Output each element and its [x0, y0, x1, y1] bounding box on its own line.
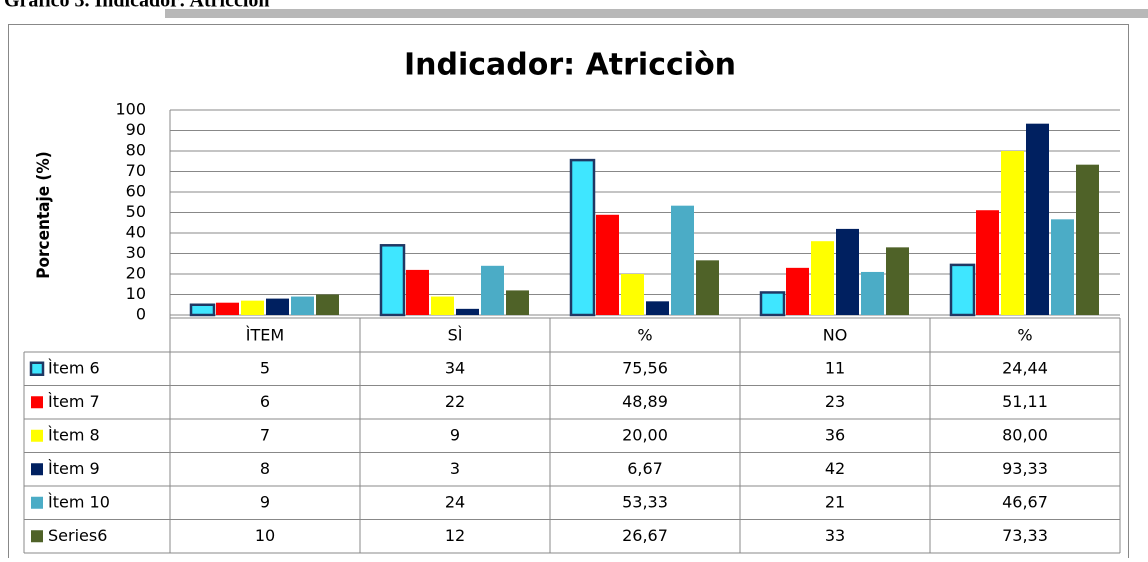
- legend-key: [31, 530, 43, 543]
- bar: [291, 296, 314, 315]
- table-cell: 26,67: [622, 526, 668, 545]
- table-cell: 7: [260, 425, 270, 444]
- y-axis-label: Porcentaje (%): [34, 151, 54, 278]
- bar: [786, 267, 809, 315]
- bar: [596, 214, 619, 315]
- bar: [1051, 219, 1074, 315]
- bar: [621, 274, 644, 315]
- bar: [671, 205, 694, 315]
- table-cell: 6,67: [627, 459, 663, 478]
- x-tick-label: SÌ: [448, 326, 463, 345]
- table-cell: 23: [825, 392, 845, 411]
- table-cell: 73,33: [1002, 526, 1048, 545]
- table-cell: 93,33: [1002, 459, 1048, 478]
- legend-key: [31, 496, 43, 509]
- table-cell: 3: [450, 459, 460, 478]
- table-cell: 36: [825, 425, 845, 444]
- caption-bar: [165, 9, 1148, 18]
- bar: [481, 265, 504, 315]
- y-tick-label: 10: [126, 284, 146, 303]
- y-tick-label: 100: [115, 100, 146, 119]
- table-cell: 51,11: [1002, 392, 1048, 411]
- table-cell: 42: [825, 459, 845, 478]
- y-tick-label: 30: [126, 243, 146, 262]
- y-tick-label: 0: [136, 305, 146, 324]
- y-tick-label: 60: [126, 182, 146, 201]
- y-tick-label: 90: [126, 120, 146, 139]
- caption: Gráfico 3. Indicador: Atricción: [4, 0, 270, 12]
- bar: [1001, 151, 1024, 315]
- bar: [431, 296, 454, 315]
- bar: [216, 302, 239, 315]
- table-cell: 6: [260, 392, 270, 411]
- bar: [506, 290, 529, 315]
- y-tick-label: 70: [126, 161, 146, 180]
- table-cell: 20,00: [622, 425, 668, 444]
- table-cell: 8: [260, 459, 270, 478]
- bar: [1076, 164, 1099, 315]
- bar: [696, 260, 719, 315]
- legend-label: Ìtem 7: [48, 392, 100, 411]
- bar: [811, 241, 834, 315]
- table-cell: 11: [825, 358, 845, 377]
- x-tick-label: %: [637, 326, 652, 345]
- bar: [266, 298, 289, 315]
- table-cell: 48,89: [622, 392, 668, 411]
- legend-key: [31, 429, 43, 442]
- x-tick-label: %: [1017, 326, 1032, 345]
- table-cell: 22: [445, 392, 465, 411]
- table-cell: 9: [260, 492, 270, 511]
- chart-border: [8, 24, 1129, 562]
- chart-title: Indicador: Atricciòn: [404, 48, 736, 83]
- bar: [241, 300, 264, 315]
- y-tick-label: 50: [126, 202, 146, 221]
- legend-label: Ìtem 6: [48, 358, 100, 377]
- y-tick-label: 80: [126, 141, 146, 160]
- table-cell: 34: [445, 358, 465, 377]
- legend-label: Series6: [48, 526, 107, 545]
- x-tick-label: ÌTEM: [246, 326, 284, 345]
- table-cell: 53,33: [622, 492, 668, 511]
- bar: [379, 244, 406, 317]
- bar: [316, 294, 339, 315]
- bar: [976, 210, 999, 315]
- table-cell: 75,56: [622, 358, 668, 377]
- bar: [759, 291, 786, 317]
- bar: [456, 308, 479, 315]
- legend-label: Ìtem 9: [48, 459, 100, 478]
- table-cell: 46,67: [1002, 492, 1048, 511]
- table-cell: 5: [260, 358, 270, 377]
- table-cell: 24,44: [1002, 358, 1048, 377]
- table-cell: 10: [255, 526, 275, 545]
- y-tick-label: 40: [126, 223, 146, 242]
- legend-key: [29, 361, 45, 376]
- bar: [1026, 123, 1049, 316]
- table-cell: 9: [450, 425, 460, 444]
- bar: [569, 158, 596, 317]
- table-cell: 24: [445, 492, 465, 511]
- table-cell: 80,00: [1002, 425, 1048, 444]
- bar: [886, 247, 909, 315]
- x-tick-label: NO: [823, 326, 848, 345]
- bar: [836, 228, 859, 315]
- table-cell: 12: [445, 526, 465, 545]
- table-cell: 33: [825, 526, 845, 545]
- legend-label: Ìtem 10: [48, 492, 110, 511]
- legend-key: [31, 463, 43, 476]
- bar: [861, 271, 884, 315]
- table-cell: 21: [825, 492, 845, 511]
- legend-key: [31, 396, 43, 409]
- bar: [406, 269, 429, 315]
- bar: [646, 301, 669, 315]
- bar: [189, 303, 216, 317]
- bar: [949, 263, 976, 317]
- y-tick-label: 20: [126, 264, 146, 283]
- legend-label: Ìtem 8: [48, 425, 100, 444]
